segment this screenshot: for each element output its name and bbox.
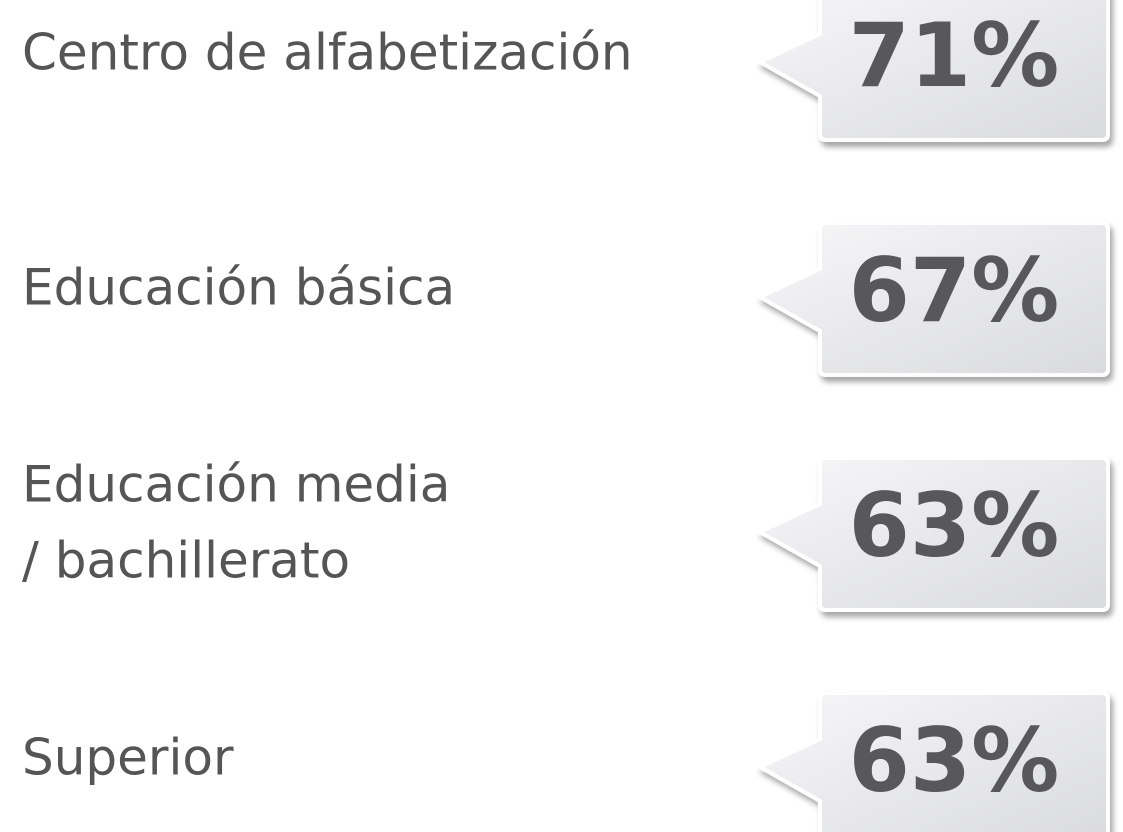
row: Educación básica 67% (22, 221, 1110, 377)
row-label: Superior (22, 729, 234, 787)
row-label: / bachillerato (22, 532, 350, 590)
row-value: 71% (849, 4, 1060, 107)
row-value: 63% (849, 709, 1060, 812)
row-value: 67% (849, 239, 1060, 342)
callout (755, 691, 1110, 832)
row: Centro de alfabetización 71% (22, 0, 1110, 142)
row-label: Educación media (22, 456, 450, 514)
row-label: Educación básica (22, 259, 455, 317)
row: Educación media / bachillerato 63% (22, 456, 1110, 612)
row: Superior 63% (22, 691, 1110, 832)
callout (755, 221, 1110, 377)
row-value: 63% (849, 474, 1060, 577)
row-label: Centro de alfabetización (22, 24, 633, 82)
callout (755, 456, 1110, 612)
callout (755, 0, 1110, 142)
